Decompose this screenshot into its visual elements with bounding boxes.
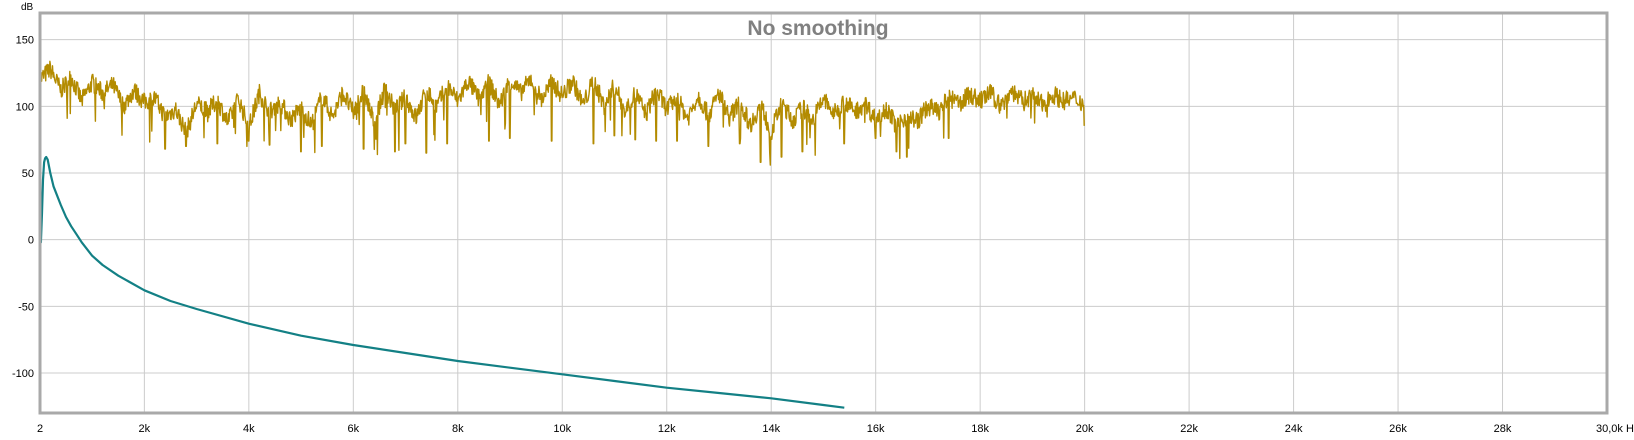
y-tick-label: 150 xyxy=(16,35,34,47)
x-tick-label: 6k xyxy=(348,423,360,435)
x-tick-label: 2 xyxy=(37,423,43,435)
series-layer xyxy=(40,60,1085,409)
x-tick-label: 8k xyxy=(452,423,464,435)
plot-frame xyxy=(38,11,1609,415)
y-tick-label: 0 xyxy=(28,235,34,247)
series-line-2 xyxy=(40,155,845,409)
x-tick-label: 4k xyxy=(243,423,255,435)
y-axis-unit: dB xyxy=(21,2,34,13)
tick-labels: 2 2k 4k 6k 8k 10k 12k 14k 16k 18k 20k 22k 24k 26k 28k 3… xyxy=(12,35,1634,435)
series-line-1 xyxy=(40,60,1085,166)
chart-title: No smoothing xyxy=(747,17,888,40)
x-tick-label: 14k xyxy=(762,423,780,435)
y-tick-label: 100 xyxy=(16,101,34,113)
x-tick-label: 18k xyxy=(971,423,989,435)
x-tick-label: 24k xyxy=(1285,423,1303,435)
x-tick-label: 16k xyxy=(867,423,885,435)
x-tick-label: 2k xyxy=(139,423,151,435)
y-tick-label: -100 xyxy=(12,368,34,380)
y-tick-label: -50 xyxy=(18,301,34,313)
x-tick-label: 22k xyxy=(1180,423,1198,435)
y-tick-label: 50 xyxy=(22,168,34,180)
x-tick-label: 20k xyxy=(1076,423,1094,435)
x-tick-label: 26k xyxy=(1389,423,1407,435)
x-tick-label: 30,0k Hz xyxy=(1596,423,1634,435)
x-tick-label: 28k xyxy=(1494,423,1512,435)
grid xyxy=(40,13,1607,413)
x-tick-label: 10k xyxy=(553,423,571,435)
x-tick-label: 12k xyxy=(658,423,676,435)
